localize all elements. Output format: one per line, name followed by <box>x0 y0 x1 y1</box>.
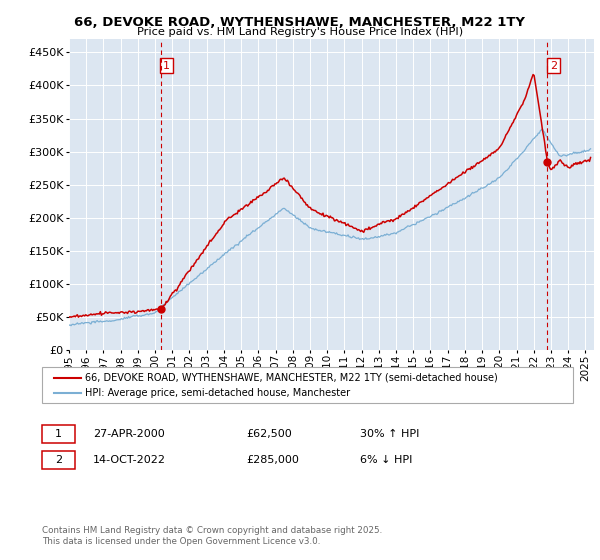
Text: Contains HM Land Registry data © Crown copyright and database right 2025.
This d: Contains HM Land Registry data © Crown c… <box>42 526 382 546</box>
Text: £62,500: £62,500 <box>246 429 292 439</box>
Text: 2: 2 <box>55 455 62 465</box>
Text: 30% ↑ HPI: 30% ↑ HPI <box>360 429 419 439</box>
Text: Price paid vs. HM Land Registry's House Price Index (HPI): Price paid vs. HM Land Registry's House … <box>137 27 463 37</box>
Text: HPI: Average price, semi-detached house, Manchester: HPI: Average price, semi-detached house,… <box>85 388 350 398</box>
Text: 6% ↓ HPI: 6% ↓ HPI <box>360 455 412 465</box>
Text: 66, DEVOKE ROAD, WYTHENSHAWE, MANCHESTER, M22 1TY (semi-detached house): 66, DEVOKE ROAD, WYTHENSHAWE, MANCHESTER… <box>85 373 498 382</box>
Text: 14-OCT-2022: 14-OCT-2022 <box>93 455 166 465</box>
Text: 27-APR-2000: 27-APR-2000 <box>93 429 165 439</box>
Text: 1: 1 <box>55 429 62 439</box>
Text: 1: 1 <box>163 60 170 71</box>
Text: 2: 2 <box>550 60 557 71</box>
Text: 66, DEVOKE ROAD, WYTHENSHAWE, MANCHESTER, M22 1TY: 66, DEVOKE ROAD, WYTHENSHAWE, MANCHESTER… <box>74 16 526 29</box>
Text: £285,000: £285,000 <box>246 455 299 465</box>
